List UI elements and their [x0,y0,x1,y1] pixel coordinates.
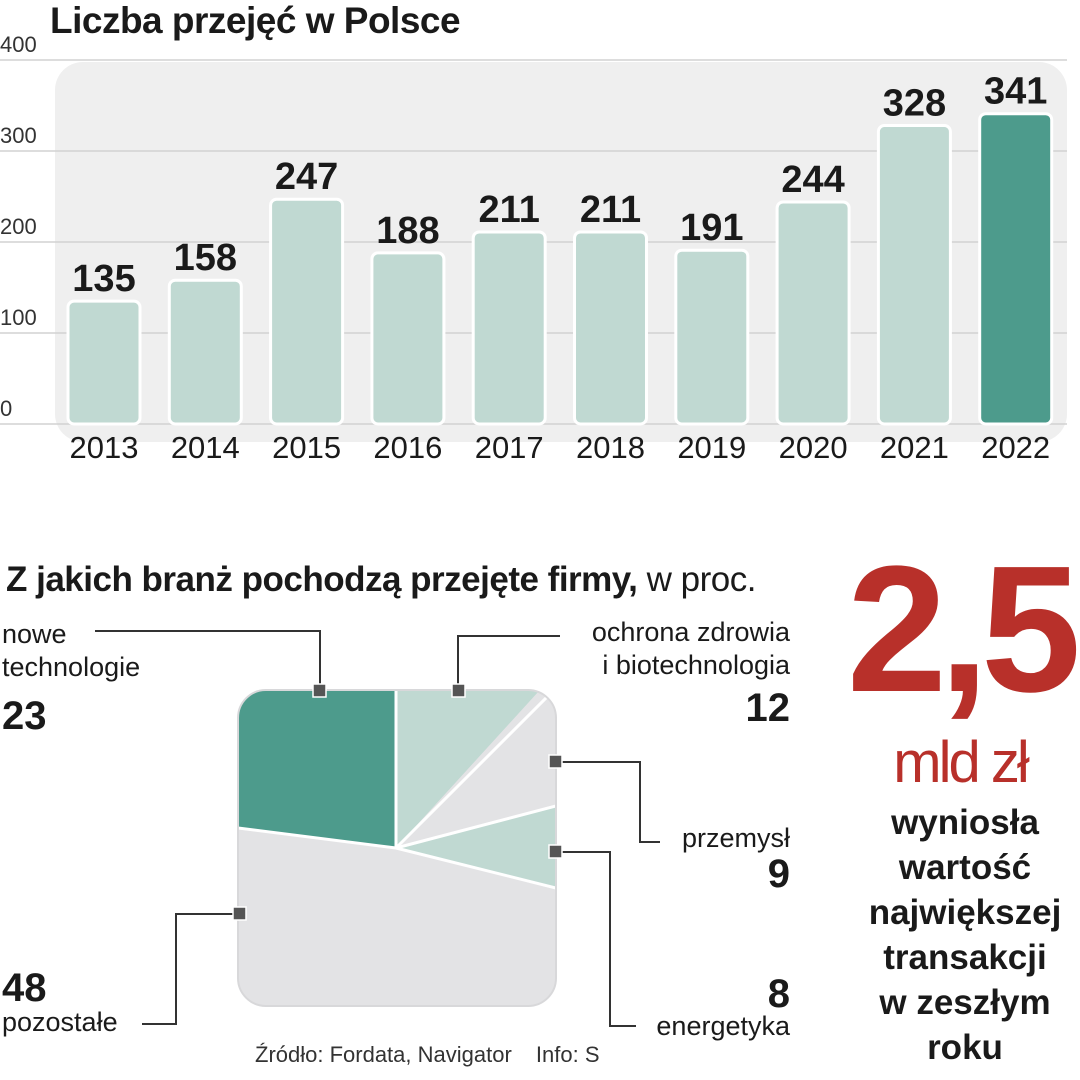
y-tick-200: 200 [0,214,37,239]
value-nowe-technologie: 23 [2,694,47,738]
pie-chart-title: Z jakich branż pochodzą przejęte firmy, … [6,560,756,600]
bar-2018 [573,230,648,426]
label-energetyka: energetyka [656,1011,790,1041]
data-label-2015: 247 [275,156,338,198]
label-nowe-technologie: nowe technologie [2,618,140,684]
data-label-2019: 191 [680,207,743,249]
data-label-2022: 341 [984,71,1047,113]
source-info: Info: S [535,1042,600,1067]
bar-2017 [471,230,547,426]
label-pozostale: pozostałe [2,1007,118,1037]
leader-ochrona [457,635,560,690]
y-tick-0: 0 [0,396,13,421]
slice-ochrona-zdrowia [396,690,540,848]
slice-energetyka [396,806,556,888]
y-tick-300: 300 [0,123,37,148]
label-ochrona-line2: i biotechnologia [602,650,790,680]
data-label-2021: 328 [883,83,946,125]
bar-2015 [269,197,345,426]
bar-2020 [775,200,851,426]
value-ochrona-zdrowia: 12 [745,686,791,730]
y-tick-100: 100 [0,305,37,330]
highlight-value: 2,5 [846,529,1080,730]
x-tick-2014: 2014 [171,430,240,465]
pie-title-unit: w proc. [646,560,757,599]
marker-nowe [312,683,327,698]
leader-przemysl [556,761,660,843]
slice-pozostale [238,690,556,1006]
value-przemysl: 9 [767,852,790,896]
marker-ochrona [451,683,466,698]
bar-2022 [978,112,1054,426]
bar-2021 [876,124,952,426]
highlight-unit: mld zł [893,730,1029,795]
marker-pozostale [232,906,247,921]
leader-pozostale [142,913,240,1025]
x-tick-2017: 2017 [475,430,544,465]
x-tick-2021: 2021 [880,430,949,465]
data-label-2016: 188 [376,210,439,252]
label-ochrona-line1: ochrona zdrowia [591,617,790,647]
x-tick-2018: 2018 [576,430,645,465]
data-label-2018: 211 [580,189,641,231]
data-label-2017: 211 [479,189,540,231]
bar-2019 [674,248,750,426]
label-nowe-line2: technologie [2,652,141,682]
x-tick-2015: 2015 [272,430,341,465]
data-label-2014: 158 [174,237,237,279]
bar-chart: 135 2013 158 2014 247 2015 188 2016 211 2017 211 20… [0,59,1067,465]
x-tick-2019: 2019 [677,430,746,465]
bar-chart-title: Liczba przejęć w Polsce [50,0,461,41]
y-tick-400: 400 [0,32,37,57]
x-tick-2013: 2013 [70,430,139,465]
source-note: Źródło: Fordata, Navigator Info: S [255,1042,618,1068]
label-ochrona-zdrowia: ochrona zdrowia i biotechnologia [592,616,790,682]
x-tick-2020: 2020 [779,430,848,465]
leader-energetyka [556,851,636,1027]
value-pozostale: 48 [2,966,47,1010]
pie-title-main: Z jakich branż pochodzą przejęte firmy, [6,560,638,599]
value-energetyka: 8 [767,972,790,1016]
slice-nowe-technologie [238,690,396,848]
data-label-2013: 135 [72,258,135,300]
source-text: Źródło: Fordata, Navigator [255,1042,512,1067]
label-nowe-line1: nowe [2,619,67,649]
marker-energetyka [548,844,563,859]
bar-2014 [167,278,243,426]
bar-2016 [370,251,446,426]
marker-przemysl [548,754,563,769]
bar-2013 [66,299,142,426]
x-tick-2016: 2016 [373,430,442,465]
label-przemysl: przemysł [681,823,790,853]
slice-przemysl [396,690,556,848]
x-tick-2022: 2022 [981,430,1050,465]
highlight-description: wyniosła wartość największej transakcji … [868,803,1062,1067]
data-label-2020: 244 [781,159,844,201]
